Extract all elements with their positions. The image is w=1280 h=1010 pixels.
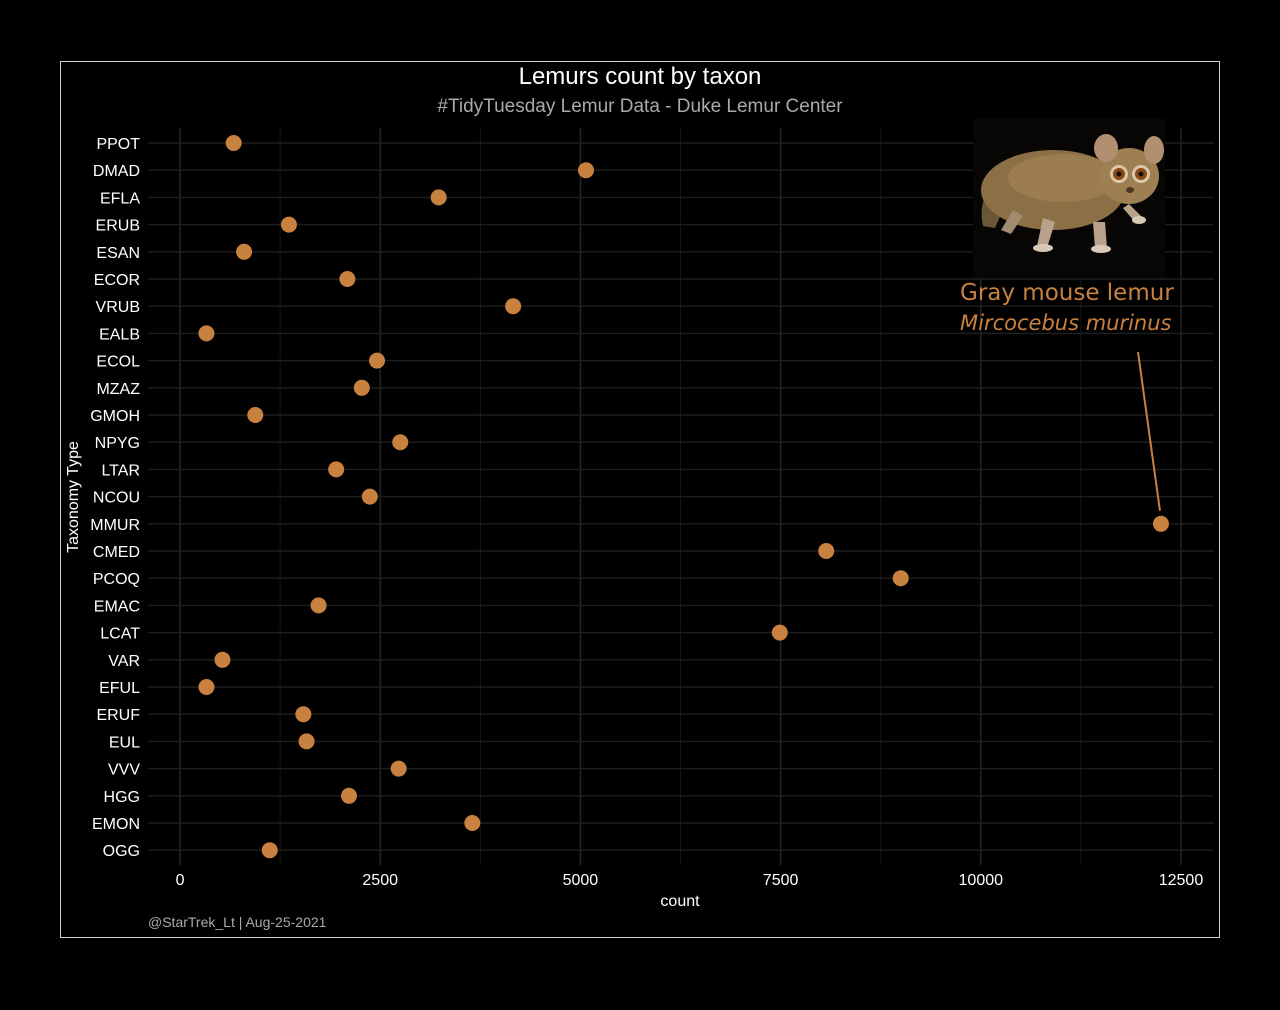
data-point-hgg [340,787,357,804]
data-point-eful [198,679,215,695]
y-tick-label: EMON [92,816,140,833]
chart-title: Lemurs count by taxon [518,63,762,90]
data-point-cmed [818,543,835,559]
data-point-ealb [198,325,215,342]
x-tick-label: 0 [176,872,185,889]
y-tick-label: NCOU [93,490,140,507]
y-tick-label: DMAD [93,163,140,180]
x-tick-labels: 0 2500 5000 7500 10000 12500 [176,872,1204,889]
y-tick-label: VAR [108,653,140,670]
data-point-mzaz [353,379,370,396]
data-point-gmoh [247,407,264,423]
x-axis-label: count [660,893,700,910]
plot-frame [60,61,1220,938]
data-points [198,135,1169,859]
y-tick-label: PCOQ [93,571,140,588]
y-tick-label: LTAR [101,462,140,479]
data-point-dmad [578,162,595,179]
data-point-pcoq [892,570,909,587]
y-tick-label: EMAC [94,598,140,615]
annotation-scientific-name: Mircocebus murinus [960,311,1172,335]
data-point-ncou [361,488,378,505]
y-tick-label: CMED [93,544,140,561]
data-point-vvv [390,760,407,777]
data-point-mmur [1152,515,1169,532]
x-tick-label: 12500 [1159,872,1204,889]
data-point-ltar [328,461,345,478]
y-tick-label: HGG [104,789,140,806]
y-tick-label: PPOT [96,136,140,153]
y-tick-label: MMUR [90,517,140,534]
data-point-ppot [225,135,242,151]
chart-subtitle: #TidyTuesday Lemur Data - Duke Lemur Cen… [437,96,843,117]
grid-lines [148,128,1213,865]
data-point-lcat [771,624,788,641]
x-tick-label: 7500 [763,872,799,889]
y-tick-label: NPYG [95,435,140,452]
data-point-emac [310,597,327,614]
data-point-emon [464,815,481,831]
data-point-erub [280,216,297,233]
data-point-eul [298,733,315,750]
data-point-var [214,651,231,668]
y-tick-label: VRUB [96,299,140,316]
data-point-eruf [295,706,312,723]
x-tick-label: 5000 [563,872,599,889]
data-point-ecor [339,271,356,287]
data-point-ogg [261,842,278,859]
y-tick-label: OGG [103,843,140,860]
y-tick-label: ERUF [96,707,140,724]
chart-caption: @StarTrek_Lt | Aug-25-2021 [148,914,327,930]
y-tick-label: EFUL [99,680,140,697]
y-tick-label: ECOL [96,354,140,371]
data-point-ecol [369,352,386,369]
y-tick-label: EFLA [100,190,140,207]
y-tick-label: EALB [99,326,140,343]
y-tick-label: ESAN [96,245,140,262]
y-tick-label: MZAZ [96,381,140,398]
y-axis-label: Taxonomy Type [65,441,82,553]
y-tick-label: ECOR [94,272,140,289]
gray-mouse-lemur-photo [973,118,1165,278]
y-tick-label: VVV [108,762,140,779]
x-tick-label: 2500 [362,872,398,889]
y-tick-label: ERUB [96,218,140,235]
data-point-esan [236,243,253,260]
data-point-efla [430,189,447,206]
x-tick-label: 10000 [959,872,1004,889]
y-tick-label: GMOH [90,408,140,425]
data-point-vrub [505,298,522,315]
data-point-npyg [392,434,409,451]
y-tick-labels: PPOT DMAD EFLA ERUB ESAN ECOR VRUB EALB ECOL MZAZ… [90,136,140,860]
y-tick-label: EUL [109,734,140,751]
y-tick-label: LCAT [100,626,140,643]
annotation-pointer-line [1137,351,1161,511]
annotation-common-name: Gray mouse lemur [960,280,1174,306]
